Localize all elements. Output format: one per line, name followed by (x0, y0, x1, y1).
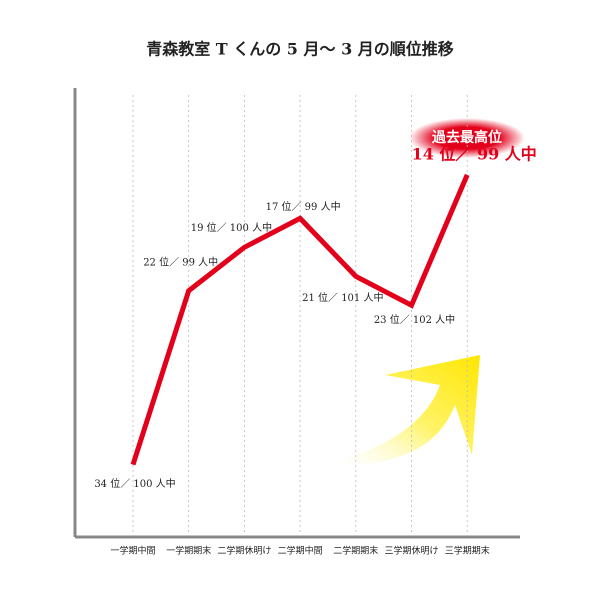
line (130, 173, 470, 466)
x-tick-label: 一学期期末 (166, 545, 211, 557)
badge (409, 118, 525, 158)
x-tick-label: 一学期中間 (110, 545, 155, 557)
value-label: 22 位／ 99 人中 (143, 255, 218, 268)
value-label-highlight: 14 位／ 99 人中 (412, 144, 537, 163)
chart-title: 青森教室 T くんの 5 月〜 3 月の順位推移 (146, 40, 454, 59)
value-label: 19 位／ 100 人中 (191, 221, 272, 234)
x-tick-label: 三学期期末 (445, 545, 490, 557)
annotation: 過去最高位 (431, 129, 502, 146)
x-tick-label: 二学期期末 (333, 545, 378, 557)
value-label: 34 位／ 100 人中 (94, 477, 175, 490)
x-tick-label: 二学期中間 (278, 545, 323, 557)
decorative-arrow (325, 355, 480, 466)
value-label: 21 位／ 101 人中 (302, 291, 383, 304)
value-label: 23 位／ 102 人中 (374, 313, 455, 326)
x-tick-label: 二学期休明け (217, 545, 271, 557)
value-label: 17 位／ 99 人中 (266, 200, 341, 213)
x-tick-label: 三学期休明け (384, 545, 438, 557)
